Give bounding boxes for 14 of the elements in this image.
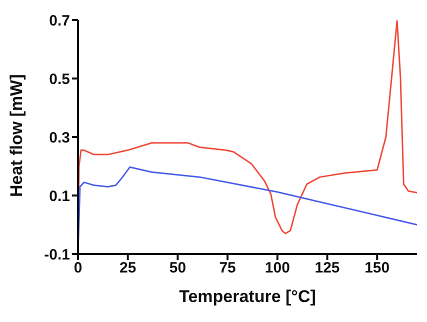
x-tick-label: 50 (169, 260, 186, 277)
y-tick-label: 0.5 (49, 70, 70, 88)
x-tick-label: 75 (219, 260, 236, 277)
y-tick-label: -0.1 (44, 246, 70, 264)
x-tick-label: 125 (314, 260, 340, 277)
y-tick-label: 0.3 (49, 129, 70, 146)
x-tick-label: 25 (120, 260, 136, 277)
x-tick-label: 0 (74, 260, 82, 277)
y-axis-title: Heat flow [mW] (7, 74, 26, 197)
x-tick-label: 150 (364, 260, 390, 277)
y-tick-label: 0.7 (49, 12, 70, 30)
x-axis-title: Temperature [°C] (179, 287, 316, 306)
y-tick-label: 0.1 (49, 188, 70, 205)
x-tick-label: 100 (264, 260, 290, 277)
